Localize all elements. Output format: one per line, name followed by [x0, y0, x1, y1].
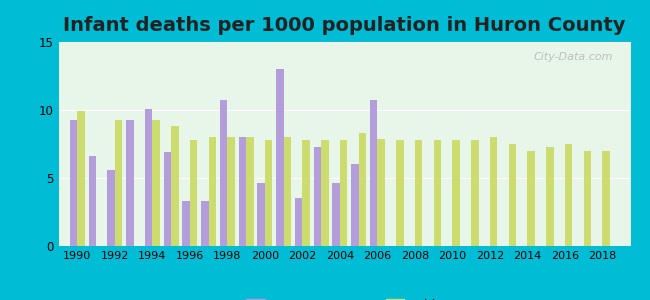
Bar	[239, 137, 246, 246]
Bar	[152, 119, 160, 246]
Bar	[182, 201, 190, 246]
Bar	[276, 69, 283, 246]
Bar	[370, 100, 377, 246]
Bar	[201, 201, 209, 246]
Bar	[452, 140, 460, 246]
Bar	[351, 164, 359, 246]
Legend: Huron County, Ohio: Huron County, Ohio	[240, 294, 448, 300]
Bar	[107, 170, 115, 246]
Bar	[584, 151, 591, 246]
Bar	[171, 126, 179, 246]
Text: City-Data.com: City-Data.com	[534, 52, 614, 62]
Bar	[88, 156, 96, 246]
Bar	[126, 119, 133, 246]
Bar	[190, 140, 198, 246]
Bar	[77, 111, 84, 246]
Bar	[415, 140, 422, 246]
Bar	[227, 137, 235, 246]
Bar	[115, 119, 122, 246]
Bar	[321, 140, 328, 246]
Bar	[377, 139, 385, 246]
Bar	[295, 198, 302, 246]
Bar	[490, 137, 497, 246]
Bar	[265, 140, 272, 246]
Bar	[145, 109, 152, 246]
Bar	[546, 147, 554, 246]
Bar	[359, 133, 366, 246]
Bar	[527, 151, 535, 246]
Bar	[164, 152, 171, 246]
Title: Infant deaths per 1000 population in Huron County: Infant deaths per 1000 population in Hur…	[63, 16, 626, 35]
Bar	[340, 140, 347, 246]
Bar	[565, 144, 573, 246]
Bar	[603, 151, 610, 246]
Bar	[257, 183, 265, 246]
Bar	[434, 140, 441, 246]
Bar	[508, 144, 516, 246]
Bar	[302, 140, 310, 246]
Bar	[313, 147, 321, 246]
Bar	[396, 140, 404, 246]
Bar	[209, 137, 216, 246]
Bar	[220, 100, 228, 246]
Bar	[332, 183, 340, 246]
Bar	[70, 119, 77, 246]
Bar	[471, 140, 478, 246]
Bar	[283, 137, 291, 246]
Bar	[246, 137, 254, 246]
